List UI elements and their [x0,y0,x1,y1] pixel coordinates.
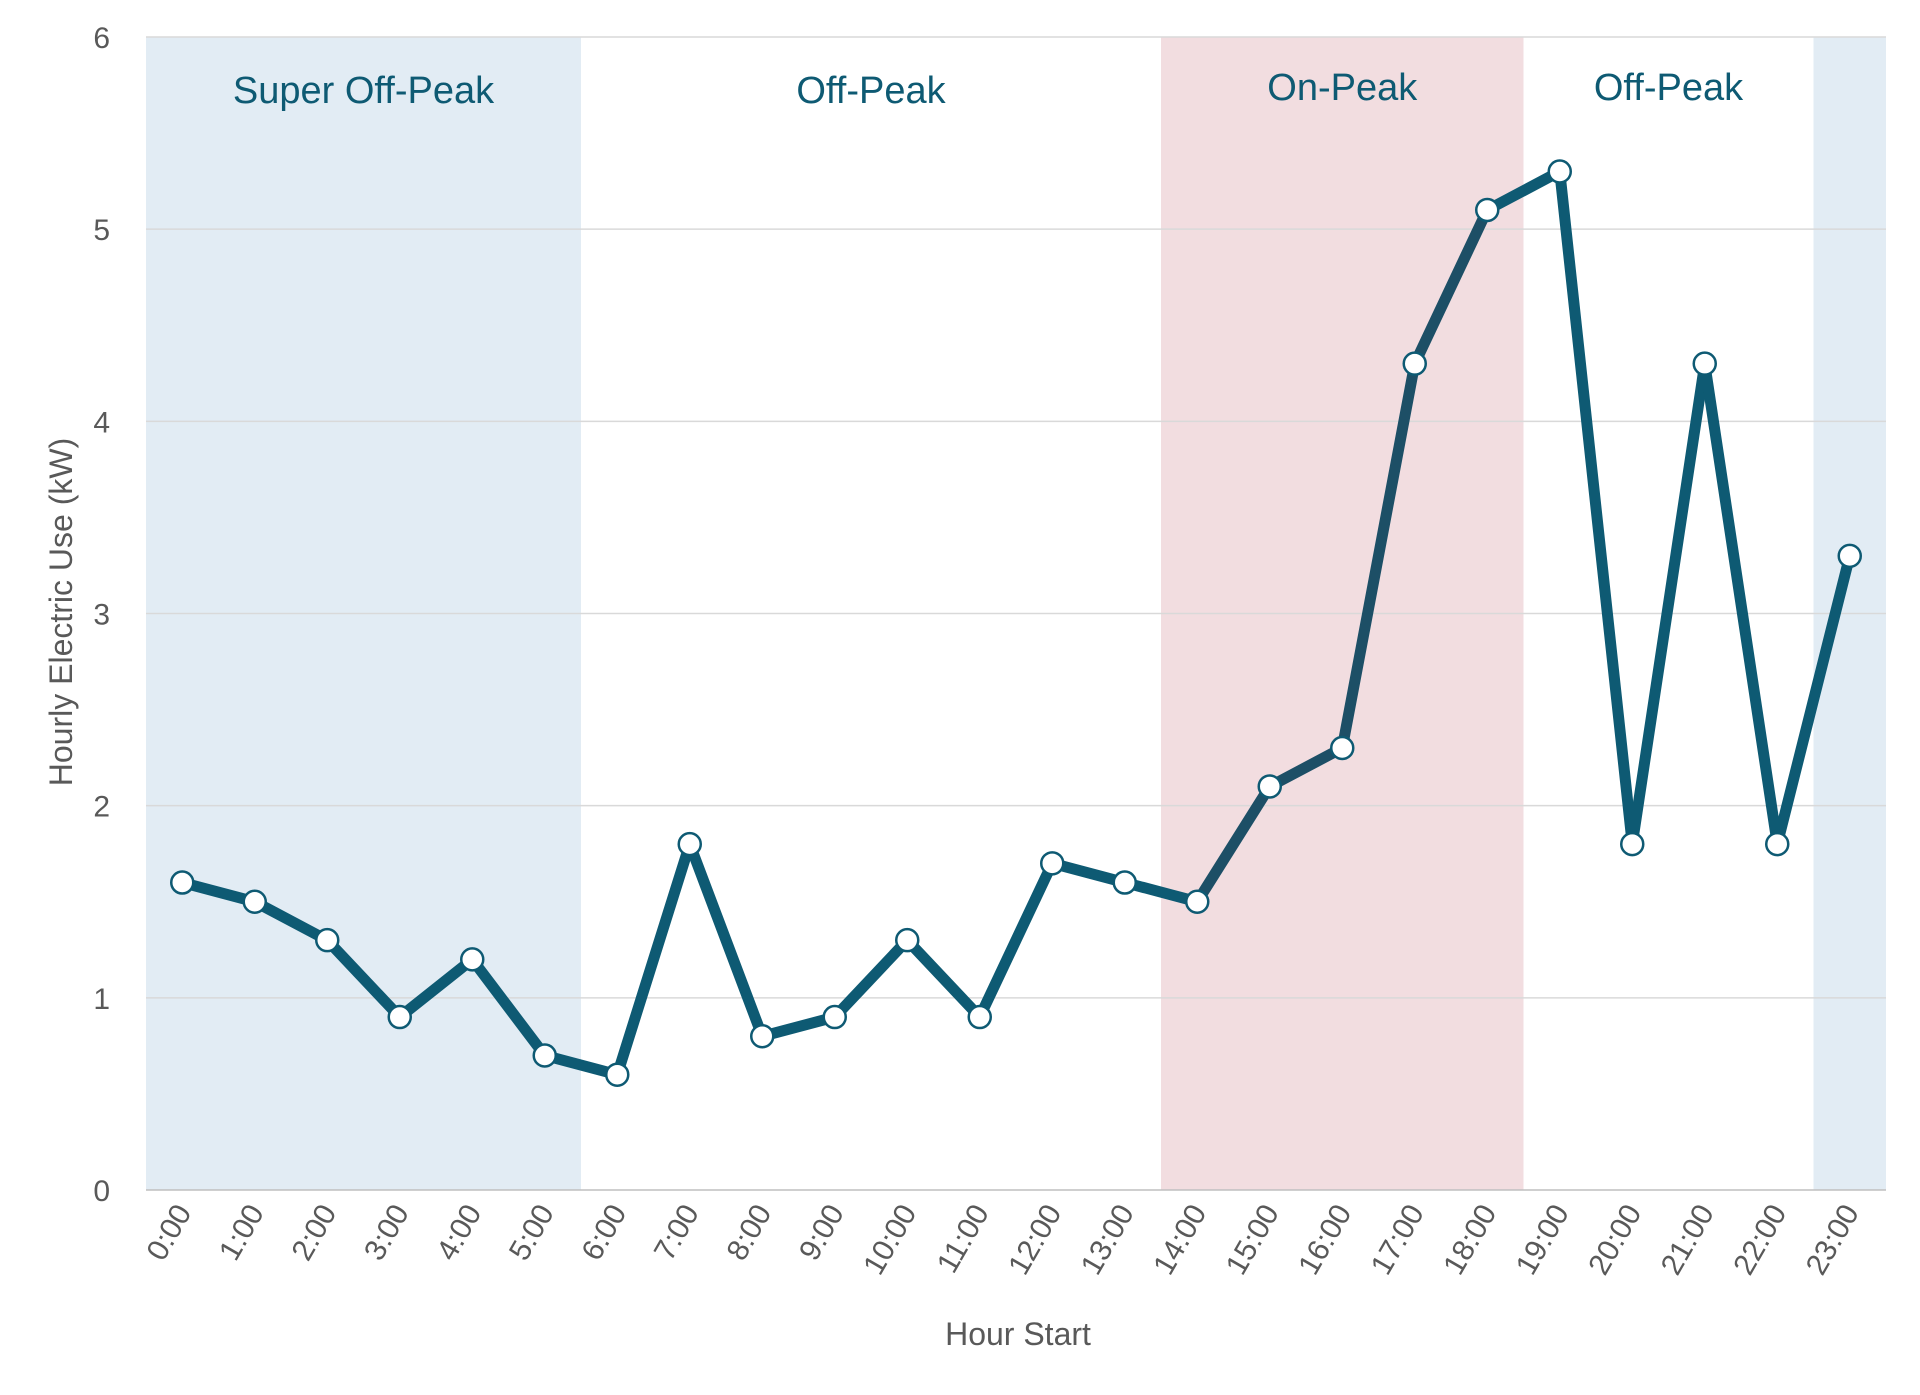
x-tick-label: 18:00 [1437,1199,1503,1281]
gridlines [146,36,1886,1191]
period-label: Off-Peak [796,70,946,112]
series-segment [1771,550,1856,850]
x-tick-label: 1:00 [213,1199,271,1266]
x-tick-label: 19:00 [1510,1199,1576,1281]
series-segment [394,953,478,1023]
series-segment [1119,877,1203,908]
data-point [1837,543,1862,569]
data-point [315,927,340,953]
series-segment [1626,358,1711,850]
x-tick-label: 3:00 [358,1199,416,1266]
x-tick-label: 11:00 [931,1199,996,1279]
data-point [1620,831,1645,857]
series-segment [611,838,696,1081]
y-tick-label: 0 [93,1175,110,1208]
data-point [822,1004,847,1030]
x-tick-label: 10:00 [857,1199,923,1281]
series-segment [539,1049,623,1081]
period-label: Off-Peak [1594,67,1744,109]
series-segment [1046,857,1131,889]
series-segment [756,1011,841,1042]
period-label: Super Off-Peak [233,70,495,112]
series-segment [466,953,551,1061]
y-axis-title: Hourly Electric Use (kW) [43,438,79,786]
x-tick-label: 0:00 [141,1199,199,1266]
series-segment [1554,166,1638,850]
x-tick-label: 20:00 [1582,1199,1648,1281]
x-tick-label: 17:00 [1365,1199,1431,1281]
data-point [460,947,485,972]
x-tick-label: 9:00 [793,1199,851,1266]
series-segment [1481,166,1566,216]
x-tick-label: 22:00 [1727,1199,1793,1281]
series-segment [1336,358,1421,754]
data-point [1475,197,1500,223]
data-point [1765,831,1790,857]
data-point [387,1004,412,1030]
data-point [1330,735,1355,761]
y-tick-label: 2 [93,791,110,824]
series-segment [901,934,986,1023]
data-point [895,927,920,953]
series-segment [249,896,333,946]
rate-period-labels: Super Off-Peak Off-Peak On-Peak Off-Peak [233,67,1744,112]
data-point [1112,870,1137,895]
series-segment [829,934,913,1023]
x-tick-label: 8:00 [721,1199,779,1266]
x-tick-label: 14:00 [1147,1199,1213,1281]
x-tick-label: 12:00 [1002,1199,1068,1281]
x-tick-label: 5:00 [503,1199,561,1266]
y-tick-label: 3 [93,599,110,632]
data-point [605,1062,630,1087]
y-tick-label: 1 [93,983,110,1016]
data-point [1257,774,1282,799]
data-point [677,831,702,857]
series-segment [1699,358,1783,850]
series-segment [684,838,768,1042]
x-tick-label: 23:00 [1800,1199,1866,1281]
series-segment [974,857,1058,1023]
data-point [242,889,267,914]
x-axis-ticks: 0:00 1:00 2:00 3:00 4:00 5:00 6:00 7:00 8:00 9:00… [141,1199,1866,1281]
usage-series [170,159,1862,1087]
data-point [1692,351,1717,376]
data-point [170,870,195,895]
data-point [1547,159,1572,184]
y-tick-label: 5 [93,214,110,247]
data-point [1185,889,1210,914]
y-tick-label: 6 [93,22,110,55]
period-label: On-Peak [1267,67,1418,109]
y-tick-label: 4 [93,406,110,439]
data-point [532,1043,557,1068]
x-axis-title: Hour Start [945,1316,1091,1352]
y-axis-ticks: 0 1 2 3 4 5 6 [93,22,110,1208]
series-segment [1409,204,1493,370]
data-point [1402,351,1427,376]
series-segment [321,934,406,1023]
x-tick-label: 21:00 [1655,1199,1721,1281]
x-tick-label: 16:00 [1292,1199,1358,1281]
data-point [1040,851,1065,876]
series-segment [1191,780,1276,908]
data-point [750,1024,775,1049]
x-tick-label: 6:00 [576,1199,634,1266]
x-tick-label: 15:00 [1220,1199,1286,1281]
x-tick-label: 4:00 [431,1199,489,1266]
x-tick-label: 13:00 [1075,1199,1141,1281]
x-tick-label: 2:00 [286,1199,344,1266]
data-point [967,1004,992,1030]
series-segment [1264,742,1348,792]
series-segment [176,877,261,908]
x-tick-label: 7:00 [648,1199,706,1266]
